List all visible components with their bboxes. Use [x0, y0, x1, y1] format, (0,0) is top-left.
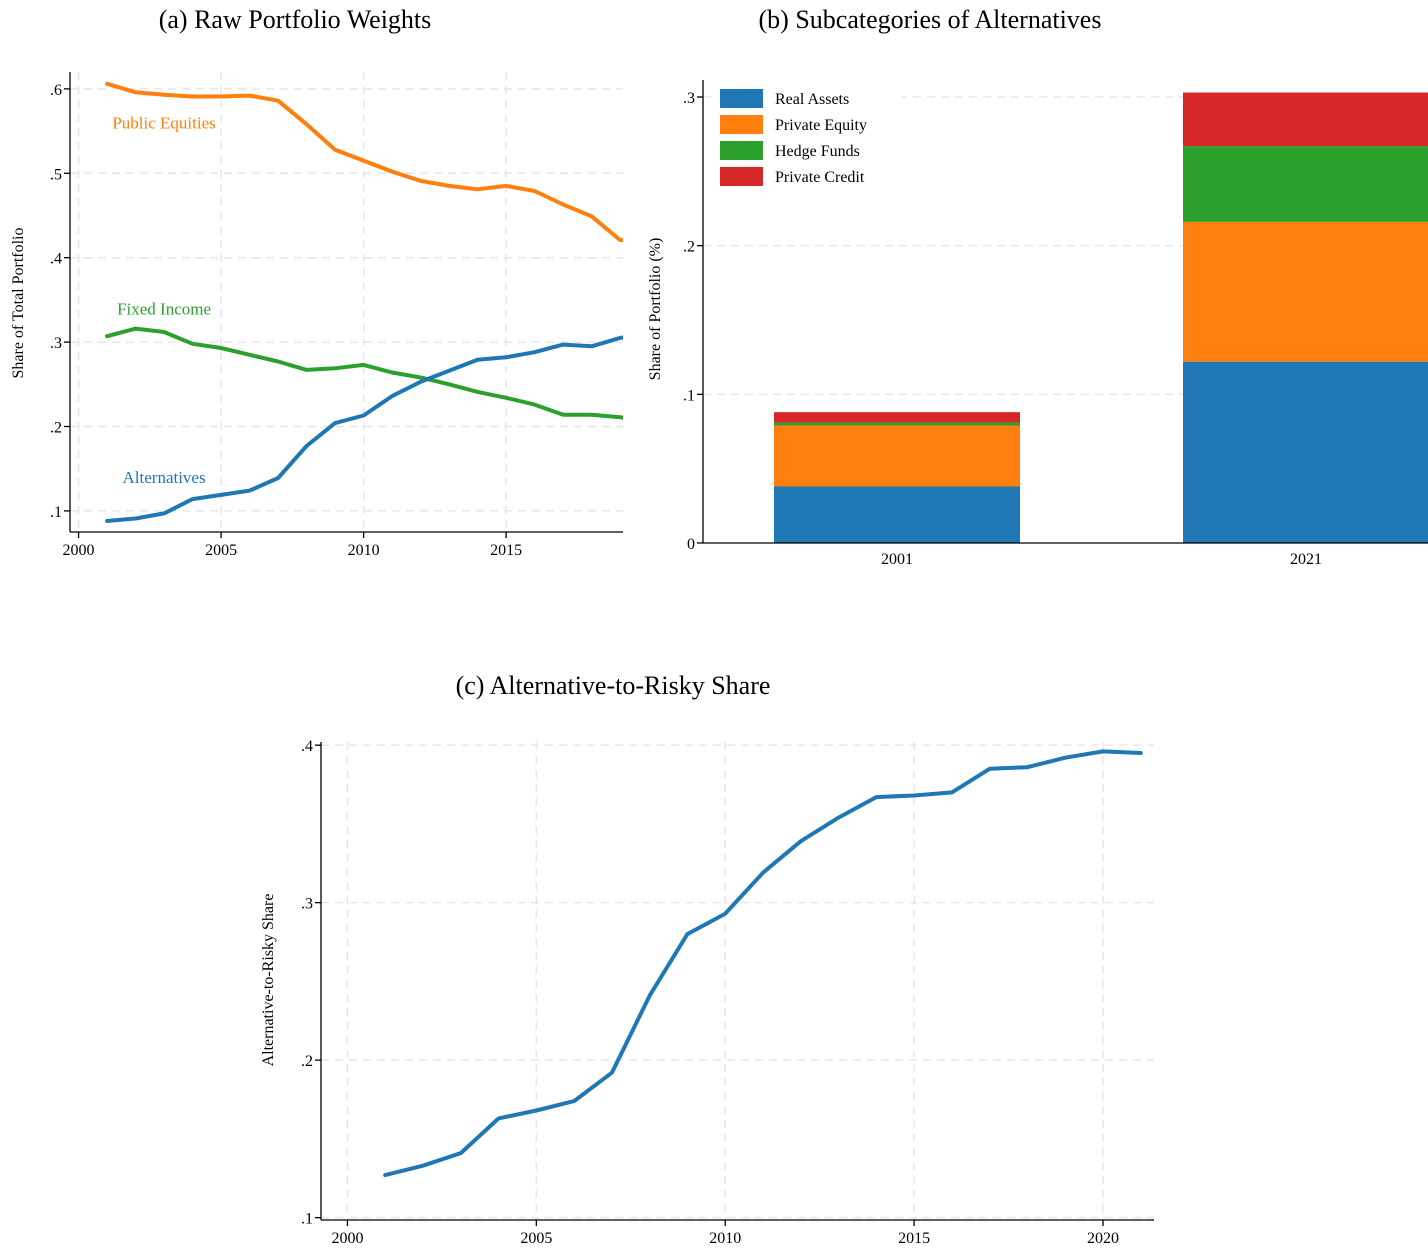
panel-a-lines	[105, 81, 623, 523]
alternatives-label: Alternatives	[123, 468, 206, 487]
panel-b-subcategories-of-alternatives: (b) Subcategories of Alternatives Share …	[647, 5, 1428, 568]
x-tick-label: 2000	[63, 542, 95, 559]
panel-a-y-axis-label: Share of Total Portfolio	[10, 227, 27, 378]
panel-a-series-labels: Public Equities Fixed Income Alternatives	[112, 114, 215, 487]
x-tick-label: 2010	[348, 542, 380, 559]
x-tick-label: 2015	[490, 542, 522, 559]
x-tick-label: 2020	[1087, 1230, 1119, 1247]
legend-label-hedge-funds: Hedge Funds	[775, 143, 860, 160]
legend-swatch-real-assets	[720, 89, 763, 108]
panel-c-y-axis-label: Alternative-to-Risky Share	[260, 894, 277, 1067]
x-tick-label: 2010	[709, 1230, 741, 1247]
x-tick-label: 2000	[331, 1230, 363, 1247]
y-tick-label: .1	[683, 387, 695, 404]
bar-real-assets-2021	[1183, 361, 1428, 543]
panel-c-alternative-to-risky-share: (c) Alternative-to-Risky Share Alternati…	[260, 671, 1154, 1247]
bar-private-credit-2021	[1183, 92, 1428, 147]
y-tick-label: .4	[50, 251, 62, 268]
y-tick-label: .4	[301, 738, 313, 755]
y-tick-label: .2	[683, 239, 695, 256]
bar-private-equity-2001	[774, 425, 1020, 487]
y-tick-label: .3	[301, 896, 313, 913]
y-tick-label: .3	[683, 90, 695, 107]
fixed-income-label: Fixed Income	[117, 299, 211, 318]
panel-a-raw-portfolio-weights: (a) Raw Portfolio Weights Share of Total…	[10, 5, 623, 559]
x-tick-label: 2005	[520, 1230, 552, 1247]
bar-real-assets-2001	[774, 486, 1020, 543]
alternatives-line	[105, 335, 623, 523]
y-tick-label: .3	[50, 335, 62, 352]
panel-a-title: (a) Raw Portfolio Weights	[159, 5, 432, 34]
bar-private-credit-2001	[774, 412, 1020, 423]
legend-label-real-assets: Real Assets	[775, 91, 849, 108]
x-tick-label: 2005	[205, 542, 237, 559]
panel-a-axes: .1 .2 .3 .4 .5 .6 2000 2005 2010 2015	[50, 72, 623, 559]
public-equities-line	[105, 81, 623, 242]
panel-b-bars	[774, 92, 1428, 543]
panel-b-y-axis-label: Share of Portfolio (%)	[647, 238, 664, 381]
panel-b-legend: Real Assets Private Equity Hedge Funds Priv…	[712, 83, 902, 191]
panel-b-title: (b) Subcategories of Alternatives	[759, 5, 1102, 34]
bar-hedge-funds-2001	[774, 422, 1020, 426]
panel-a-grid	[70, 72, 623, 532]
series-line	[383, 749, 1143, 1178]
panel-c-title: (c) Alternative-to-Risky Share	[456, 671, 771, 700]
legend-label-private-equity: Private Equity	[775, 117, 867, 134]
legend-label-private-credit: Private Credit	[775, 169, 865, 186]
y-tick-label: .5	[50, 166, 62, 183]
x-tick-label: 2021	[1290, 551, 1322, 568]
y-tick-label: 0	[687, 536, 695, 553]
y-tick-label: .6	[50, 82, 62, 99]
y-tick-label: .1	[50, 504, 62, 521]
legend-swatch-private-equity	[720, 115, 763, 134]
y-tick-label: .2	[301, 1053, 313, 1070]
legend-swatch-private-credit	[720, 167, 763, 186]
public-equities-label: Public Equities	[112, 114, 215, 133]
panel-b-axes: 2001 2021 0 .1 .2 .3	[683, 80, 1428, 568]
y-tick-label: .2	[50, 419, 62, 436]
y-tick-label: .1	[301, 1211, 313, 1228]
panel-c-lines	[383, 749, 1143, 1178]
legend-swatch-hedge-funds	[720, 141, 763, 160]
x-tick-label: 2001	[881, 551, 913, 568]
panel-c-axes: .1 .2 .3 .4 2000 2005 2010 2015 2020	[301, 738, 1154, 1247]
panel-c-grid	[321, 742, 1154, 1220]
bar-private-equity-2021	[1183, 221, 1428, 362]
fixed-income-line	[105, 326, 623, 420]
bar-hedge-funds-2021	[1183, 146, 1428, 222]
x-tick-label: 2015	[898, 1230, 930, 1247]
